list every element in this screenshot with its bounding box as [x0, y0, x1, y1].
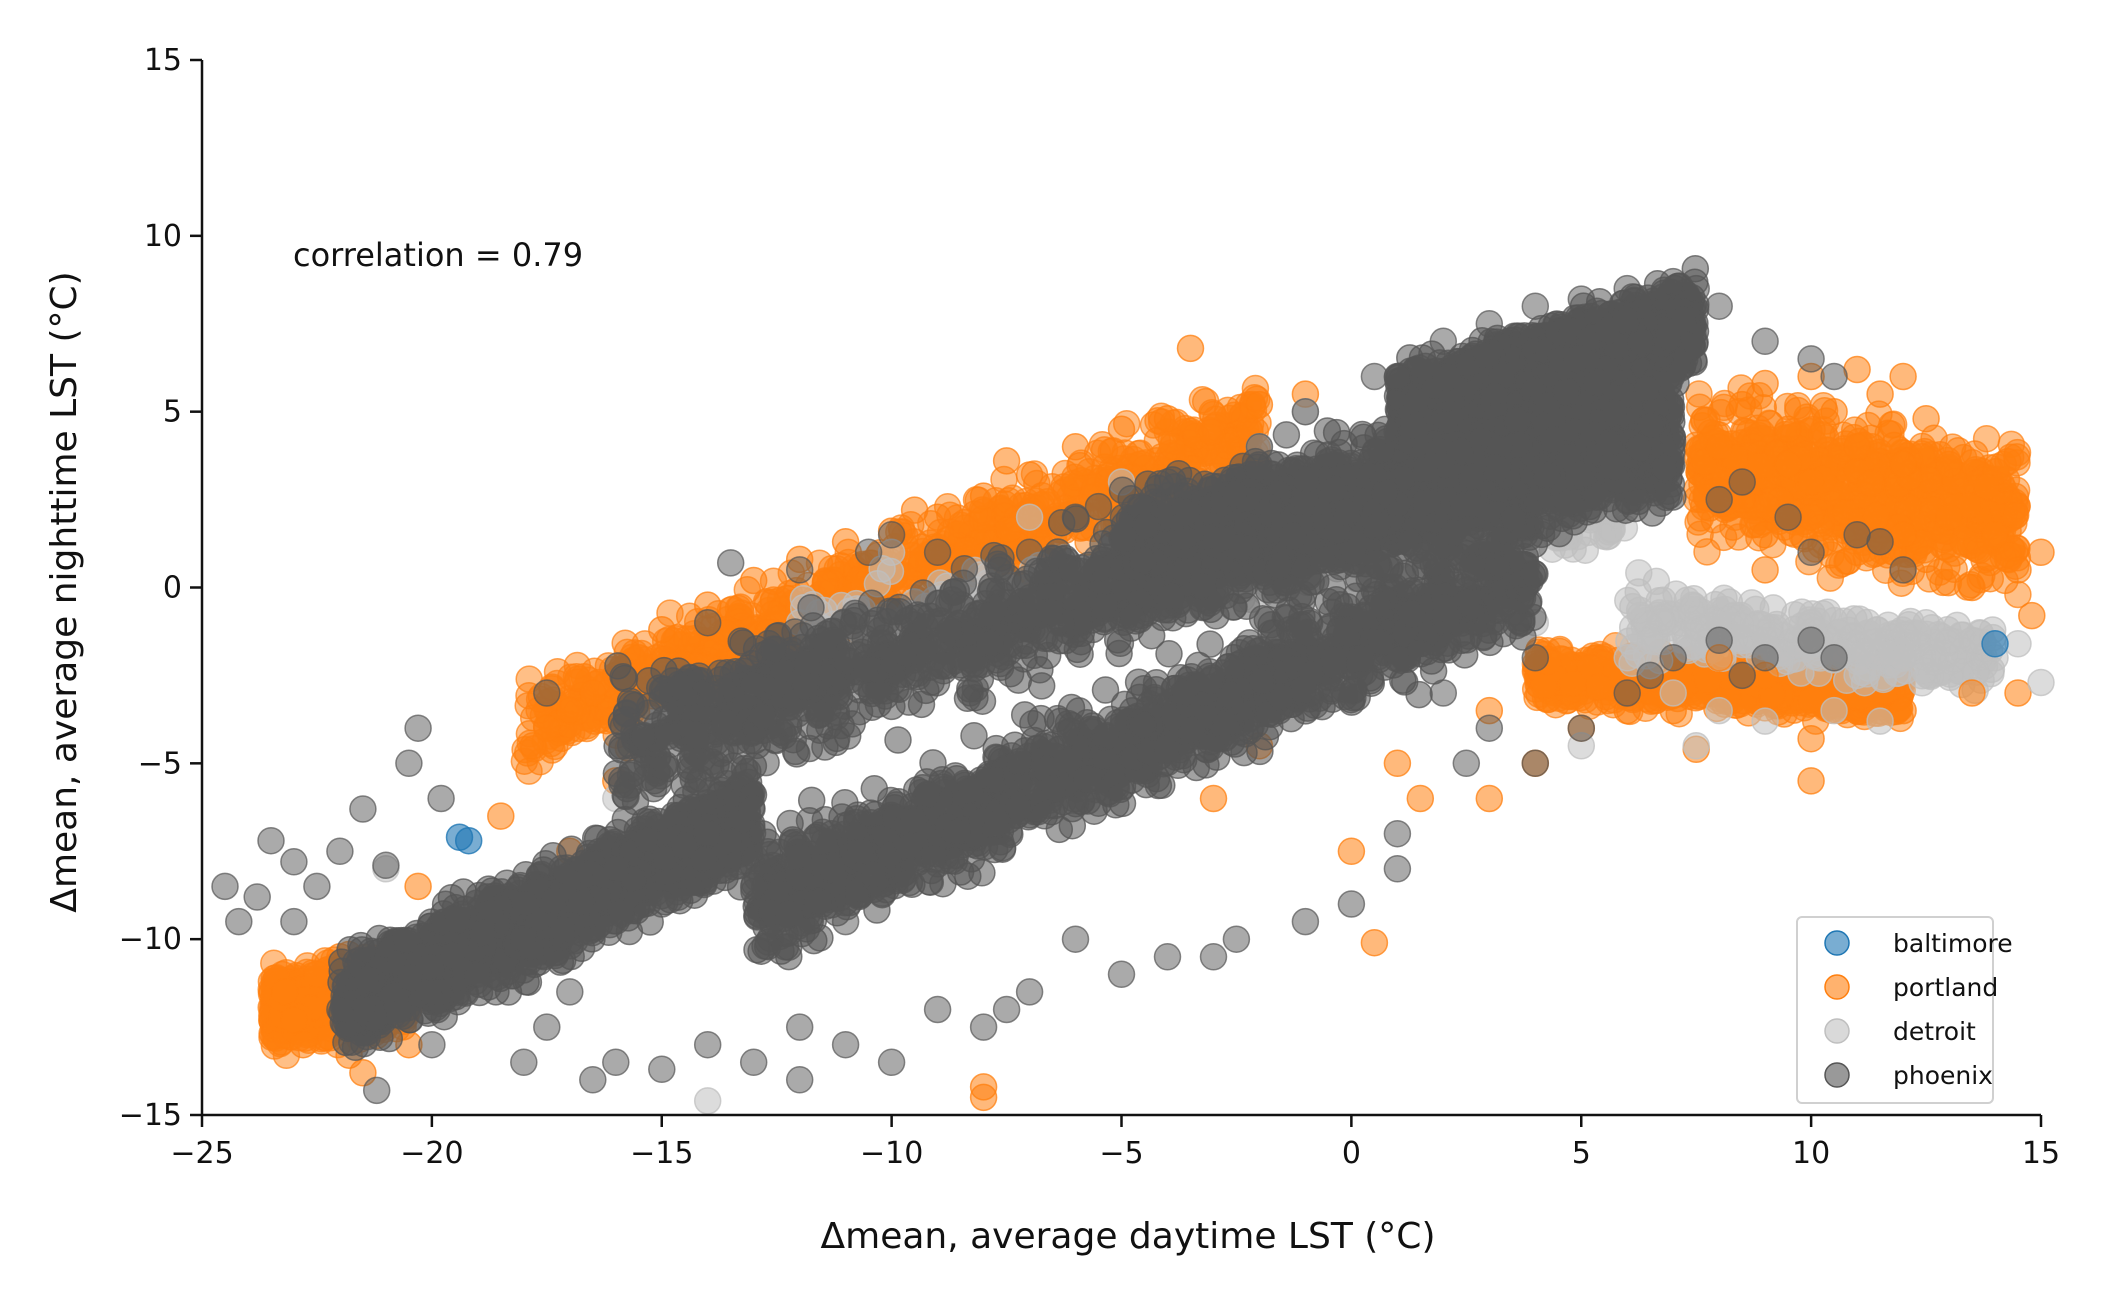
detroit-point	[1682, 732, 1710, 760]
portland-point	[831, 528, 860, 556]
detroit-point	[2004, 630, 2032, 658]
portland-point	[1751, 521, 1779, 549]
portland-point	[726, 593, 755, 621]
portland-point	[289, 1030, 317, 1059]
portland-point	[992, 447, 1021, 475]
portland-point	[1475, 784, 1504, 813]
portland-point	[1935, 503, 1963, 531]
portland-point	[1774, 415, 1802, 444]
portland-point	[1889, 450, 1917, 479]
portland-point	[1797, 767, 1825, 795]
plot-area	[211, 254, 2055, 1115]
portland-point	[1360, 928, 1389, 957]
detroit-point	[1958, 626, 1986, 655]
portland-point	[2004, 556, 2032, 584]
portland-point	[2004, 679, 2032, 707]
portland-point	[1981, 521, 2009, 549]
portland-point	[1015, 461, 1044, 489]
portland-point	[1153, 404, 1182, 433]
baltimore-point	[454, 826, 483, 855]
portland-point	[2001, 501, 2030, 529]
detroit-point	[1015, 503, 1044, 531]
portland-point	[1061, 433, 1090, 461]
portland-point	[1889, 362, 1917, 391]
portland-point	[280, 1006, 308, 1034]
detroit-point	[1751, 707, 1779, 735]
portland-point	[1337, 837, 1366, 866]
detroit-point	[1843, 661, 1871, 690]
portland-point	[404, 872, 432, 901]
portland-point	[1912, 545, 1940, 574]
portland-point	[1199, 784, 1228, 813]
detroit-point	[1866, 707, 1894, 735]
portland-point	[2027, 538, 2055, 567]
portland-point	[1784, 391, 1812, 420]
portland-point	[1958, 679, 1986, 707]
portland-point	[579, 679, 607, 707]
portland-point	[1705, 433, 1733, 461]
portland-point	[1820, 397, 1848, 426]
portland-point	[1935, 450, 1963, 479]
portland-point	[533, 714, 561, 742]
portland-point	[303, 960, 331, 989]
portland-point	[1198, 418, 1226, 446]
detroit-point	[1935, 626, 1963, 655]
portland-point	[1797, 686, 1825, 714]
portland-point	[1994, 447, 2022, 476]
portland-point	[648, 615, 676, 644]
detroit-point	[1705, 696, 1733, 725]
detroit-point	[1820, 696, 1848, 725]
portland-point	[1912, 404, 1940, 433]
detroit-point	[2027, 668, 2055, 697]
portland-point	[968, 505, 996, 534]
portland-point	[2018, 601, 2046, 630]
portland-point	[1559, 669, 1587, 698]
portland-point	[1728, 390, 1756, 419]
portland-point	[1889, 696, 1917, 725]
portland-point	[1214, 396, 1242, 425]
portland-point	[556, 696, 584, 725]
portland-point	[487, 802, 515, 830]
portland-point	[1383, 749, 1412, 778]
portland-point	[900, 496, 929, 524]
baltimore-point	[1981, 630, 2009, 658]
portland-point	[923, 503, 952, 531]
portland-point	[969, 482, 998, 510]
portland-point	[1866, 380, 1894, 408]
detroit-point	[1912, 608, 1940, 637]
detroit-point	[1625, 559, 1653, 587]
portland-point	[1530, 671, 1558, 700]
portland-point	[1245, 390, 1274, 419]
portland-point	[1751, 369, 1779, 398]
portland-point	[1797, 724, 1825, 753]
portland-point	[969, 1083, 998, 1112]
portland-point	[1843, 433, 1871, 461]
portland-point	[1856, 469, 1885, 498]
portland-point	[1751, 556, 1779, 584]
portland-point	[1797, 503, 1825, 531]
portland-point	[1176, 334, 1205, 363]
portland-point	[1958, 573, 1986, 602]
detroit-point	[1849, 638, 1877, 667]
portland-point	[1797, 468, 1825, 496]
portland-point	[1774, 450, 1802, 479]
portland-point	[1889, 521, 1917, 549]
portland-point	[1406, 784, 1435, 813]
detroit-point	[693, 1087, 722, 1115]
detroit-point	[1619, 592, 1647, 621]
portland-point	[739, 566, 768, 595]
portland-point	[1584, 673, 1613, 701]
detroit-point	[1889, 644, 1917, 672]
portland-point	[1686, 520, 1714, 548]
portland-point	[1188, 386, 1217, 414]
detroit-point	[1636, 626, 1664, 655]
detroit-point	[1613, 644, 1641, 672]
detroit-point	[1659, 679, 1687, 707]
portland-point	[1843, 355, 1871, 384]
portland-point	[271, 978, 299, 1006]
portland-point	[1107, 415, 1136, 444]
